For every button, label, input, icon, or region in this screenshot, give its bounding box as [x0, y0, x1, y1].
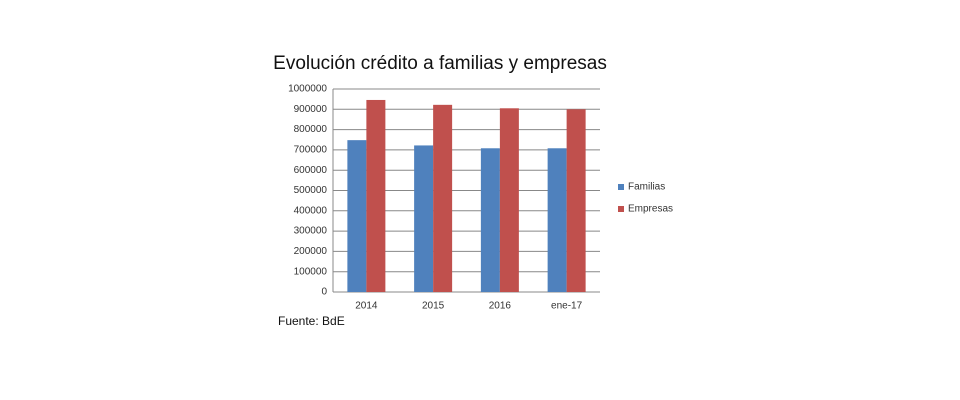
bar [433, 104, 453, 292]
legend-label: Empresas [628, 204, 673, 215]
bar [566, 109, 586, 292]
y-tick-label: 500000 [294, 185, 328, 196]
bar [547, 148, 567, 292]
y-tick-label: 0 [321, 287, 327, 298]
source-note: Fuente: BdE [278, 314, 345, 328]
bar [480, 148, 500, 292]
legend-swatch [618, 206, 624, 212]
y-tick-label: 200000 [294, 246, 328, 257]
y-tick-label: 600000 [294, 165, 328, 176]
y-tick-label: 800000 [294, 124, 328, 135]
y-tick-label: 700000 [294, 145, 328, 156]
y-tick-label: 900000 [294, 104, 328, 115]
x-tick-label: ene-17 [551, 301, 583, 312]
x-tick-label: 2016 [489, 301, 512, 312]
y-tick-label: 300000 [294, 226, 328, 237]
bar [499, 108, 519, 292]
bar [366, 99, 386, 292]
bar [347, 140, 367, 292]
legend-label: Familias [628, 182, 665, 193]
y-tick-label: 100000 [294, 266, 328, 277]
y-tick-label: 400000 [294, 205, 328, 216]
x-tick-label: 2015 [422, 301, 445, 312]
y-tick-label: 1000000 [288, 84, 327, 95]
x-tick-label: 2014 [355, 301, 378, 312]
legend-swatch [618, 184, 624, 190]
chart-title: Evolución crédito a familias y empresas [273, 53, 607, 74]
bar [414, 145, 434, 292]
